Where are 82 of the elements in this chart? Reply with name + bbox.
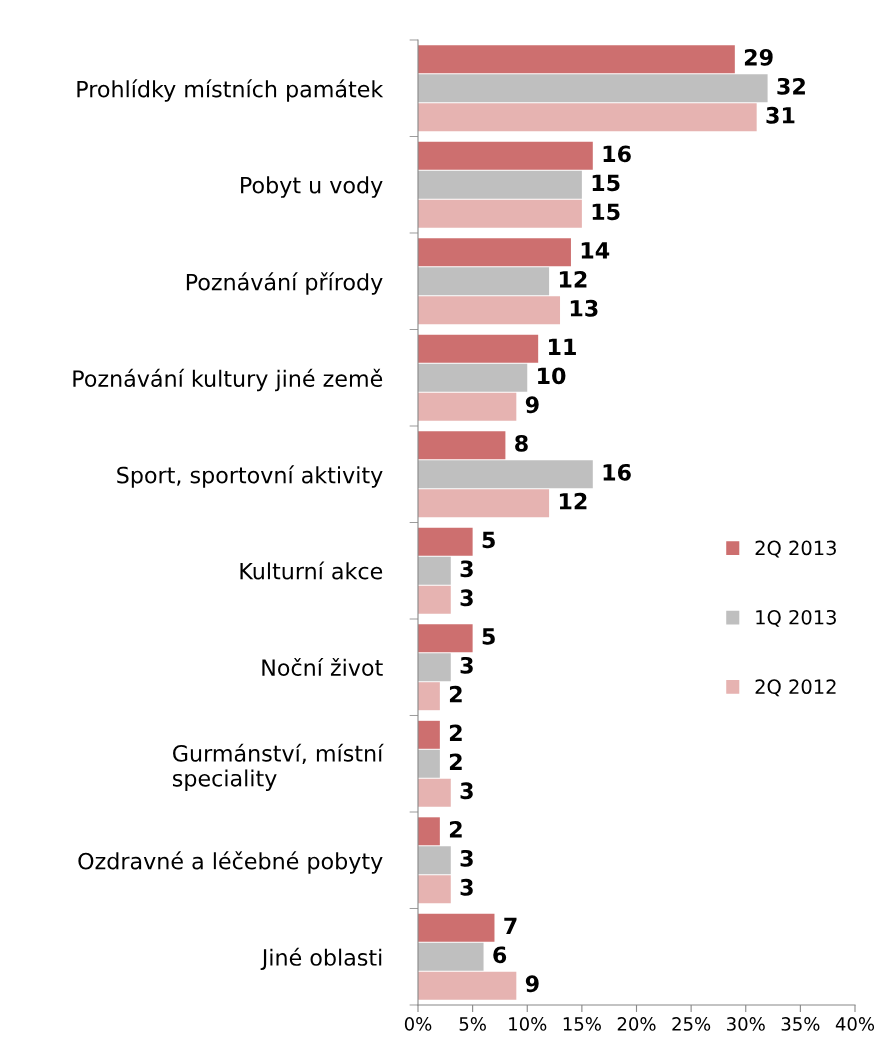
x-tick-label: 5% — [459, 1017, 486, 1031]
y-tick-label: Poznávání přírody — [186, 272, 383, 295]
bar — [418, 749, 440, 778]
bar — [418, 431, 506, 460]
data-label: 10 — [538, 367, 566, 385]
x-tick-label: 15% — [563, 1017, 601, 1031]
y-tick-label: Poznávání kultury jiné země — [73, 368, 383, 392]
x-tick-label: 30% — [727, 1017, 765, 1031]
y-tick-label: Ozdravné a léčebné pobyty — [78, 851, 383, 874]
bar — [418, 556, 451, 585]
data-label: 3 — [460, 878, 473, 896]
data-label: 12 — [559, 492, 587, 510]
bar — [418, 817, 440, 846]
data-label: 5 — [482, 628, 495, 645]
bar — [418, 846, 451, 875]
data-label: 2 — [449, 820, 462, 838]
y-tick-label: Prohlídky místních památek — [77, 79, 384, 102]
y-tick-label: Pobyt u vody — [241, 176, 383, 198]
bar — [418, 942, 484, 971]
data-label: 2 — [449, 685, 462, 703]
data-label: 9 — [525, 396, 539, 414]
x-tick-label: 25% — [672, 1017, 711, 1031]
bar — [418, 527, 473, 556]
bar — [418, 913, 495, 942]
bar — [418, 74, 768, 103]
bar — [418, 141, 593, 170]
y-tick-label: Kulturní akce — [240, 561, 383, 580]
bar — [418, 392, 517, 421]
data-label: 14 — [581, 242, 610, 259]
bar — [418, 682, 440, 711]
data-label: 31 — [766, 106, 795, 124]
data-label: 16 — [603, 463, 631, 481]
bar — [418, 363, 528, 392]
bar — [418, 778, 451, 807]
data-label: 29 — [744, 48, 773, 66]
data-label: 5 — [482, 531, 495, 549]
y-tick-label: Noční život — [262, 657, 383, 677]
legend-label: 2Q 2013 — [755, 540, 836, 558]
data-label: 6 — [493, 946, 507, 964]
data-label: 3 — [460, 560, 473, 578]
x-tick-label: 0% — [404, 1017, 432, 1031]
bar — [418, 267, 550, 296]
bar — [418, 653, 451, 682]
bar — [418, 296, 561, 325]
data-label: 15 — [592, 203, 620, 221]
data-label: 3 — [460, 849, 473, 867]
bar — [418, 971, 517, 1000]
bar — [418, 585, 451, 614]
data-label: 8 — [515, 434, 528, 452]
bar — [418, 45, 735, 74]
data-label: 3 — [460, 589, 473, 607]
x-tick-label: 20% — [617, 1017, 656, 1031]
bar — [418, 624, 473, 653]
data-label: 3 — [460, 656, 473, 674]
y-tick-label: Jiné oblasti — [260, 947, 382, 970]
x-tick-label: 35% — [781, 1017, 820, 1031]
x-tick-label: 40% — [835, 1017, 875, 1031]
bar — [418, 334, 539, 363]
legend-label: 2Q 2012 — [755, 679, 836, 697]
data-label: 32 — [777, 77, 805, 95]
y-tick-label: Sport, sportovní aktivity — [117, 465, 383, 488]
bar — [418, 238, 571, 267]
data-label: 16 — [603, 145, 631, 163]
data-label: 7 — [504, 917, 517, 934]
data-label: 3 — [460, 782, 473, 800]
data-label: 2 — [449, 753, 462, 770]
data-label: 13 — [570, 299, 598, 317]
bar — [418, 103, 757, 132]
y-tick-label: Gurmánství, místní speciality — [172, 743, 384, 791]
bar — [418, 720, 440, 749]
legend-label: 1Q 2013 — [756, 609, 836, 627]
data-label: 15 — [592, 174, 620, 192]
x-tick-label: 10% — [509, 1017, 547, 1031]
data-label: 2 — [449, 724, 462, 741]
bar — [418, 489, 550, 518]
data-label: 12 — [559, 270, 587, 288]
bar — [418, 460, 593, 489]
bar — [418, 170, 582, 199]
bar — [418, 875, 451, 904]
data-label: 11 — [549, 338, 576, 355]
data-label: 9 — [525, 975, 539, 993]
bar — [418, 199, 582, 228]
